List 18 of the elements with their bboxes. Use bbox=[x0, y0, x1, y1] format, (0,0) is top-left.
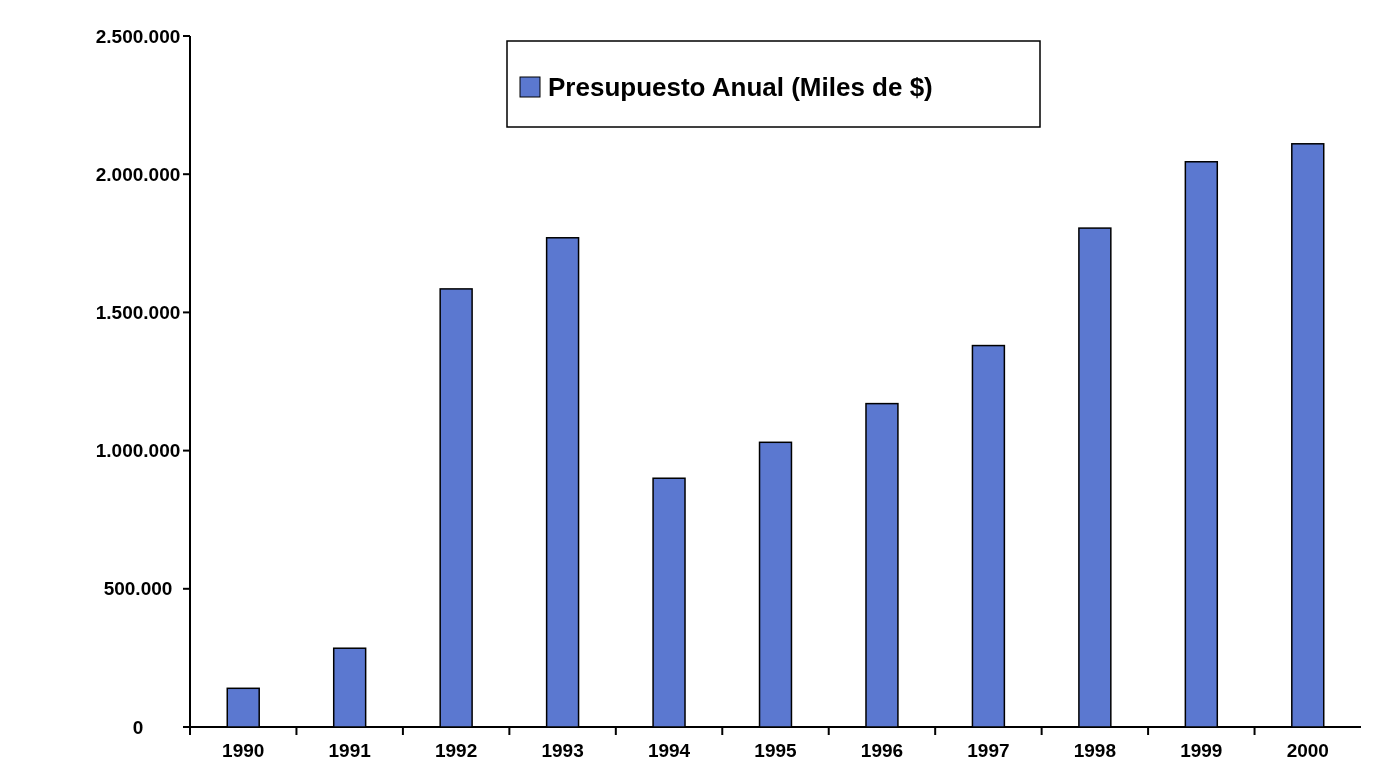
x-tick-label: 1992 bbox=[435, 740, 478, 761]
y-tick-label: 500.000 bbox=[103, 578, 173, 600]
x-tick-label: 1999 bbox=[1180, 740, 1223, 761]
y-tick-label: 1.500.000 bbox=[95, 302, 181, 324]
y-tick-label: 1.000.000 bbox=[95, 440, 181, 462]
x-tick-label: 1998 bbox=[1073, 740, 1116, 761]
y-tick-label: 0 bbox=[132, 716, 144, 738]
x-tick-label: 2000 bbox=[1286, 740, 1329, 761]
y-tick-label: 2.500.000 bbox=[95, 25, 181, 47]
x-tick-label: 1996 bbox=[860, 740, 904, 761]
x-tick-label: 1997 bbox=[967, 740, 1010, 761]
x-tick-label: 1995 bbox=[754, 740, 798, 761]
x-tick-label: 1994 bbox=[647, 740, 691, 761]
x-tick-label: 1990 bbox=[222, 740, 265, 761]
x-tick-label: 1993 bbox=[541, 740, 584, 761]
x-tick-label: 1991 bbox=[328, 740, 372, 761]
legend-label: Presupuesto Anual (Miles de $) bbox=[548, 72, 933, 103]
y-tick-label: 2.000.000 bbox=[95, 163, 181, 185]
